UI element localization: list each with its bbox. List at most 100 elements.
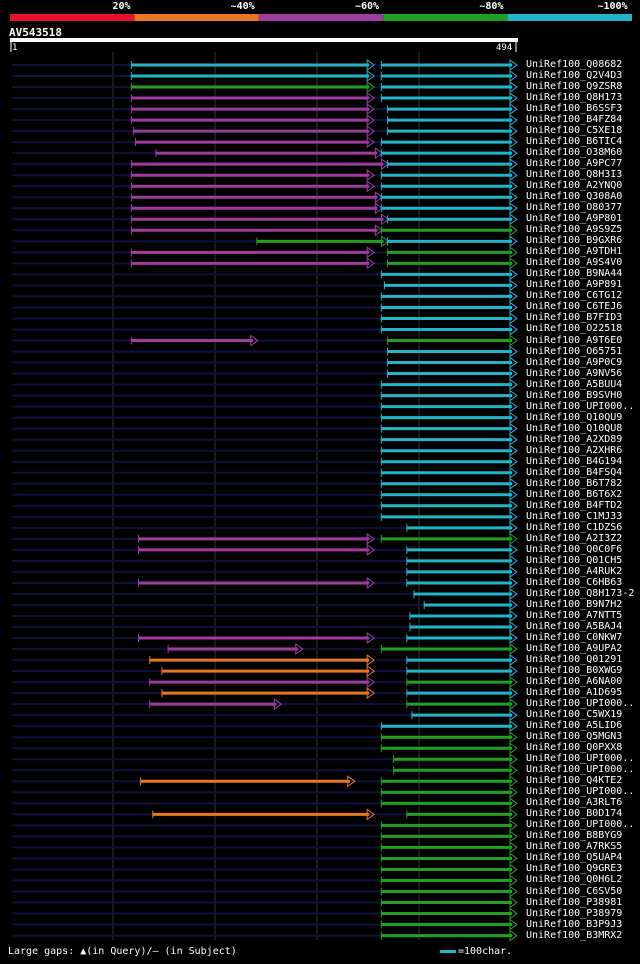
hit-label[interactable]: UniRef100_B8BYG9	[526, 830, 623, 842]
hit-segment-arrow	[366, 665, 376, 678]
hit-label[interactable]: UniRef100_A6NA00	[526, 676, 623, 688]
hit-label[interactable]: UniRef100_A5BUU4	[526, 378, 623, 390]
hit-label[interactable]: UniRef100_O38M60	[526, 147, 623, 159]
hit-label[interactable]: UniRef100_C1MJ33	[526, 510, 623, 522]
scale-band-2	[134, 14, 259, 21]
hit-label[interactable]: UniRef100_B4G194	[526, 455, 623, 467]
hit-label[interactable]: UniRef100_Q2V4D3	[526, 70, 623, 82]
hit-label[interactable]: UniRef100_A4RUK2	[526, 565, 623, 577]
hit-label[interactable]: UniRef100_B6TIC4	[526, 136, 623, 148]
hit-label[interactable]: UniRef100_P38981	[526, 896, 623, 908]
hit-segment-arrow	[509, 158, 518, 171]
hit-segment-arrow	[366, 114, 376, 127]
hit-label[interactable]: UniRef100_UPI000..	[526, 753, 635, 765]
hit-label[interactable]: UniRef100_C6HB63	[526, 576, 623, 588]
hit-segment-arrow	[509, 709, 518, 722]
hit-label[interactable]: UniRef100_A5LID6	[526, 720, 623, 732]
hit-label[interactable]: UniRef100_C0NKW7	[526, 632, 623, 644]
scale-label-5: ~100%	[597, 1, 628, 12]
hit-segment-arrow	[509, 720, 518, 733]
hit-label[interactable]: UniRef100_B7FID3	[526, 312, 623, 324]
hit-segment-arrow	[366, 632, 376, 645]
hit-label[interactable]: UniRef100_A5BAJ4	[526, 621, 623, 633]
hit-label[interactable]: UniRef100_UPI000..	[526, 819, 635, 831]
hit-label[interactable]: UniRef100_A9S9Z5	[526, 224, 623, 236]
hit-label[interactable]: UniRef100_A9PC77	[526, 158, 623, 170]
hit-segment-arrow	[509, 654, 518, 667]
hit-label[interactable]: UniRef100_C5WX19	[526, 709, 623, 721]
hit-label[interactable]: UniRef100_B4FTD2	[526, 499, 623, 511]
hit-label[interactable]: UniRef100_A9UPA2	[526, 643, 623, 655]
hit-label[interactable]: UniRef100_C6TEJ6	[526, 301, 623, 313]
hit-label[interactable]: UniRef100_A2I3Z2	[526, 532, 623, 544]
hit-label[interactable]: UniRef100_A1D695	[526, 687, 623, 699]
hit-label[interactable]: UniRef100_O22518	[526, 323, 623, 335]
hit-label[interactable]: UniRef100_UPI000..	[526, 786, 635, 798]
hit-label[interactable]: UniRef100_B9NA44	[526, 268, 623, 280]
hit-label[interactable]: UniRef100_Q0PXX8	[526, 742, 623, 754]
hit-label[interactable]: UniRef100_A9P891	[526, 279, 623, 291]
hit-segment-arrow	[380, 213, 390, 226]
hit-label[interactable]: UniRef100_P38979	[526, 907, 623, 919]
hit-label[interactable]: UniRef100_B0D174	[526, 808, 623, 820]
hit-label[interactable]: UniRef100_A9S4V0	[526, 257, 623, 269]
hit-label[interactable]: UniRef100_Q0H6L2	[526, 874, 623, 886]
hit-label[interactable]: UniRef100_B9SVH0	[526, 389, 623, 401]
hit-segment-arrow	[509, 521, 518, 534]
hit-label[interactable]: UniRef100_Q4KTE2	[526, 775, 623, 787]
hit-segment-arrow	[509, 587, 518, 600]
hit-label[interactable]: UniRef100_B3P9J3	[526, 918, 623, 930]
hit-label[interactable]: UniRef100_Q8H173	[526, 92, 623, 104]
hit-segment-arrow	[509, 290, 518, 303]
hit-label[interactable]: UniRef100_Q8H3I3	[526, 169, 623, 181]
hit-segment-arrow	[509, 918, 518, 931]
hit-label[interactable]: UniRef100_A2XHR6	[526, 444, 623, 456]
hit-segment-arrow	[347, 775, 356, 788]
hit-label[interactable]: UniRef100_A2YNQ0	[526, 180, 623, 192]
hit-label[interactable]: UniRef100_Q0C0F6	[526, 543, 623, 555]
hit-label[interactable]: UniRef100_Q308A0	[526, 191, 623, 203]
hit-label[interactable]: UniRef100_A9NV56	[526, 367, 623, 379]
hit-label[interactable]: UniRef100_Q08682	[526, 59, 623, 70]
hit-label[interactable]: UniRef100_Q10QU9	[526, 411, 623, 423]
hit-segment-arrow	[509, 599, 518, 611]
hit-label[interactable]: UniRef100_B0XWG9	[526, 665, 623, 677]
hit-segment-arrow	[509, 59, 518, 71]
hit-label[interactable]: UniRef100_A9P0C9	[526, 356, 623, 368]
hit-segment-arrow	[509, 852, 518, 865]
hit-label[interactable]: UniRef100_Q10QU8	[526, 422, 623, 434]
hit-label[interactable]: UniRef100_Q8H173-2	[526, 587, 635, 599]
hit-label[interactable]: UniRef100_Q01291	[526, 654, 623, 666]
hit-label[interactable]: UniRef100_O80377	[526, 202, 623, 214]
hit-label[interactable]: UniRef100_C6TG12	[526, 290, 623, 302]
hit-label[interactable]: UniRef100_B4FSQ4	[526, 466, 623, 478]
hit-label[interactable]: UniRef100_A7NTT5	[526, 610, 623, 621]
hit-label[interactable]: UniRef100_C5XE18	[526, 125, 623, 137]
hit-label[interactable]: UniRef100_UPI000..	[526, 698, 635, 710]
hit-label[interactable]: UniRef100_A9TDH1	[526, 246, 623, 258]
hit-label[interactable]: UniRef100_Q9ZSR8	[526, 81, 623, 93]
hit-label[interactable]: UniRef100_B3MRX2	[526, 929, 623, 941]
hit-label[interactable]: UniRef100_Q01CH5	[526, 554, 623, 566]
hit-label[interactable]: UniRef100_Q9GRE3	[526, 863, 623, 875]
hit-label[interactable]: UniRef100_B6T6X2	[526, 488, 623, 500]
hit-segment-arrow	[509, 301, 518, 314]
hit-label[interactable]: UniRef100_B9GXR6	[526, 235, 623, 247]
hit-label[interactable]: UniRef100_UPI000..	[526, 764, 635, 776]
hit-label[interactable]: UniRef100_B6T782	[526, 477, 623, 489]
hit-label[interactable]: UniRef100_B9N7H2	[526, 598, 623, 610]
hit-label[interactable]: UniRef100_B4FZ84	[526, 114, 623, 126]
hit-label[interactable]: UniRef100_A9T6E0	[526, 334, 623, 346]
hit-label[interactable]: UniRef100_C1DZS6	[526, 521, 623, 533]
hit-label[interactable]: UniRef100_C6SV50	[526, 885, 623, 897]
hit-label[interactable]: UniRef100_O65751	[526, 345, 623, 357]
hit-label[interactable]: UniRef100_A3RLT6	[526, 797, 623, 809]
hit-label[interactable]: UniRef100_A7RKS5	[526, 841, 623, 853]
hit-label[interactable]: UniRef100_B6SSF3	[526, 103, 623, 115]
hit-label[interactable]: UniRef100_Q5UAP4	[526, 852, 623, 864]
hit-label[interactable]: UniRef100_A9P801	[526, 213, 623, 225]
hit-label[interactable]: UniRef100_Q5MGN3	[526, 731, 623, 743]
hit-label[interactable]: UniRef100_A2XD89	[526, 433, 623, 445]
hit-label[interactable]: UniRef100_UPI000..	[526, 400, 635, 412]
